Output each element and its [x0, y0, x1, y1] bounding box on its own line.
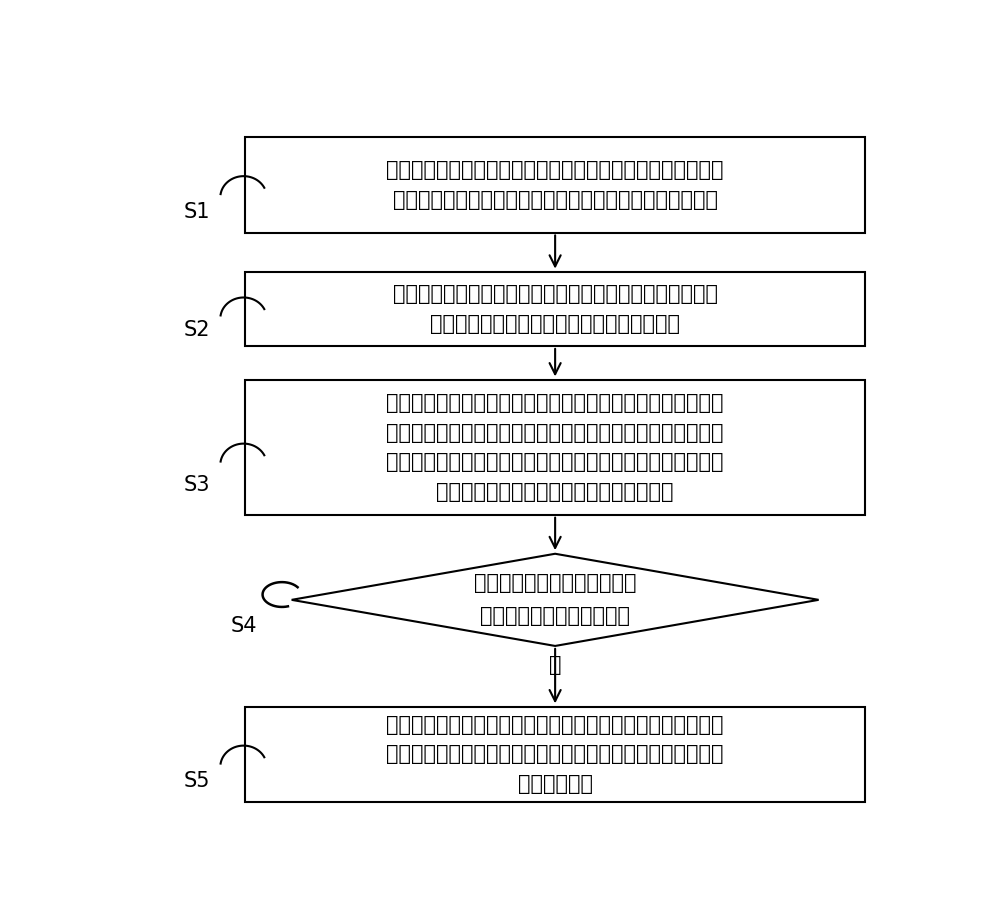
FancyBboxPatch shape — [245, 380, 865, 515]
Text: S3: S3 — [184, 475, 210, 495]
Text: S5: S5 — [184, 771, 210, 791]
Text: 获取业务员的个人信息以及第一生物特征信息，所述第一生物
特征信息包括头像信息、指纹信息、声纹信息中的至少一种: 获取业务员的个人信息以及第一生物特征信息，所述第一生物 特征信息包括头像信息、指… — [386, 160, 724, 210]
FancyBboxPatch shape — [245, 706, 865, 802]
Text: S4: S4 — [230, 615, 257, 635]
Text: 获取所述客户端的业务信息，将所述业务信息作为所述业务员
的业绩进行记录，其中，所述业务信息包括所述业务的业绩数
量、业绩类型: 获取所述客户端的业务信息，将所述业务信息作为所述业务员 的业绩进行记录，其中，所… — [386, 715, 724, 794]
Polygon shape — [292, 554, 819, 646]
Text: S1: S1 — [184, 202, 210, 222]
FancyBboxPatch shape — [245, 137, 865, 233]
FancyBboxPatch shape — [245, 272, 865, 346]
Text: 当所述二维码被客户端扫描后，接收客户端发送的第二生物特
征信息，其中，所述第二生物特征信息是当客户办理完业务后
通过客户端采集的业务员的生物特征信息，所述第一生: 当所述二维码被客户端扫描后，接收客户端发送的第二生物特 征信息，其中，所述第二生… — [386, 393, 724, 502]
Text: 判断所述第二生物特征信息与
第一生物特征信息是否匹配: 判断所述第二生物特征信息与 第一生物特征信息是否匹配 — [474, 574, 636, 626]
Text: S2: S2 — [184, 320, 210, 340]
Text: 是: 是 — [549, 655, 561, 675]
Text: 将所述个人信息以及第一生物特征信息存储在指定存储空间
内，并生成访问所述存储空间的链接的二维码: 将所述个人信息以及第一生物特征信息存储在指定存储空间 内，并生成访问所述存储空间… — [393, 285, 718, 334]
